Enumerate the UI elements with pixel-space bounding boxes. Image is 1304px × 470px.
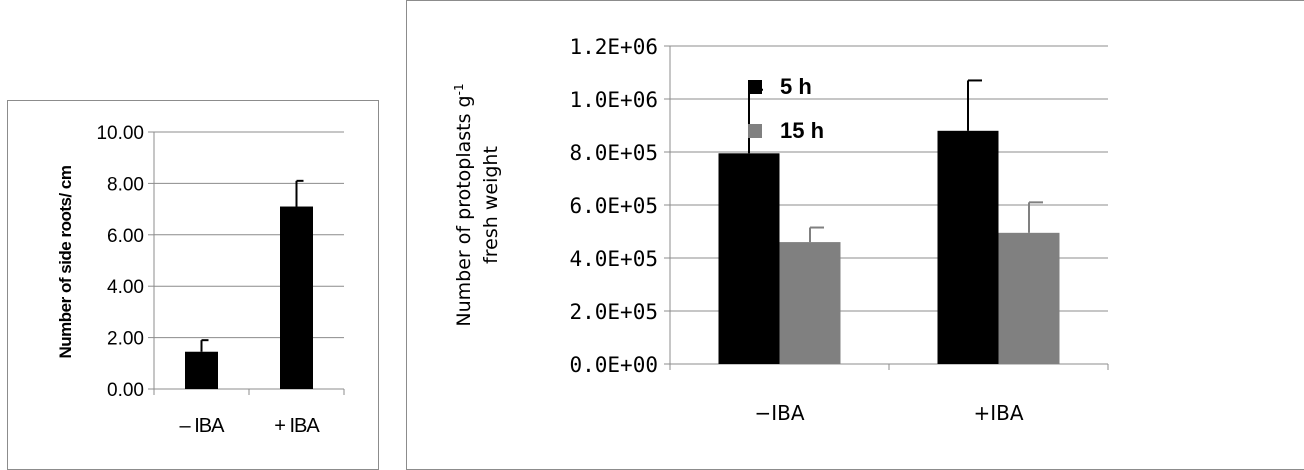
y-tick-label: 8.0E+05 [569, 141, 658, 165]
y-axis-label-line1: Number of protoplasts g-1 [452, 83, 475, 326]
y-tick-label: 10.00 [96, 123, 144, 144]
y-axis-label: Number of side roots/ cm [56, 165, 75, 358]
bar [779, 242, 841, 364]
x-tick-label: −IBA [754, 401, 804, 425]
y-tick-label: 1.2E+06 [569, 35, 658, 59]
legend-item-15h: 15 h [748, 118, 824, 144]
bar [280, 206, 313, 389]
x-tick-label: – IBA [180, 415, 226, 437]
charts-canvas: 0.00 2.00 4.00 6.00 8.00 10.00 – IBA + IBA Numbe… [56, 35, 1109, 437]
bar [998, 232, 1060, 364]
y-tick-label: 4.00 [107, 277, 144, 298]
legend-swatch-5h [748, 80, 762, 94]
y-tick-label: 1.0E+06 [569, 88, 658, 112]
y-tick-label: 6.00 [107, 226, 144, 247]
y-tick-label: 0.00 [107, 380, 144, 401]
x-tick-label: +IBA [973, 401, 1023, 425]
y-tick-label: 6.0E+05 [569, 194, 658, 218]
legend-swatch-15h [748, 124, 762, 138]
y-tick-label: 2.0E+05 [569, 300, 658, 324]
bar [185, 351, 218, 389]
bar [937, 130, 999, 364]
y-tick-label: 8.00 [107, 174, 144, 195]
legend-label-5h: 5 h [780, 74, 812, 99]
y-tick-label: 4.0E+05 [569, 247, 658, 271]
legend-label-15h: 15 h [780, 118, 825, 143]
y-axis-label-line2: fresh weight [480, 146, 502, 264]
y-axis-label-superscript: -1 [452, 83, 466, 95]
y-tick-label: 2.00 [107, 329, 144, 350]
protoplasts-chart-panel [406, 0, 1304, 470]
legend-item-5h: 5 h [748, 74, 812, 100]
y-tick-label: 0.0E+00 [569, 353, 658, 377]
x-tick-label: + IBA [274, 415, 320, 437]
bar [718, 153, 780, 364]
side-roots-chart-panel [7, 100, 379, 470]
